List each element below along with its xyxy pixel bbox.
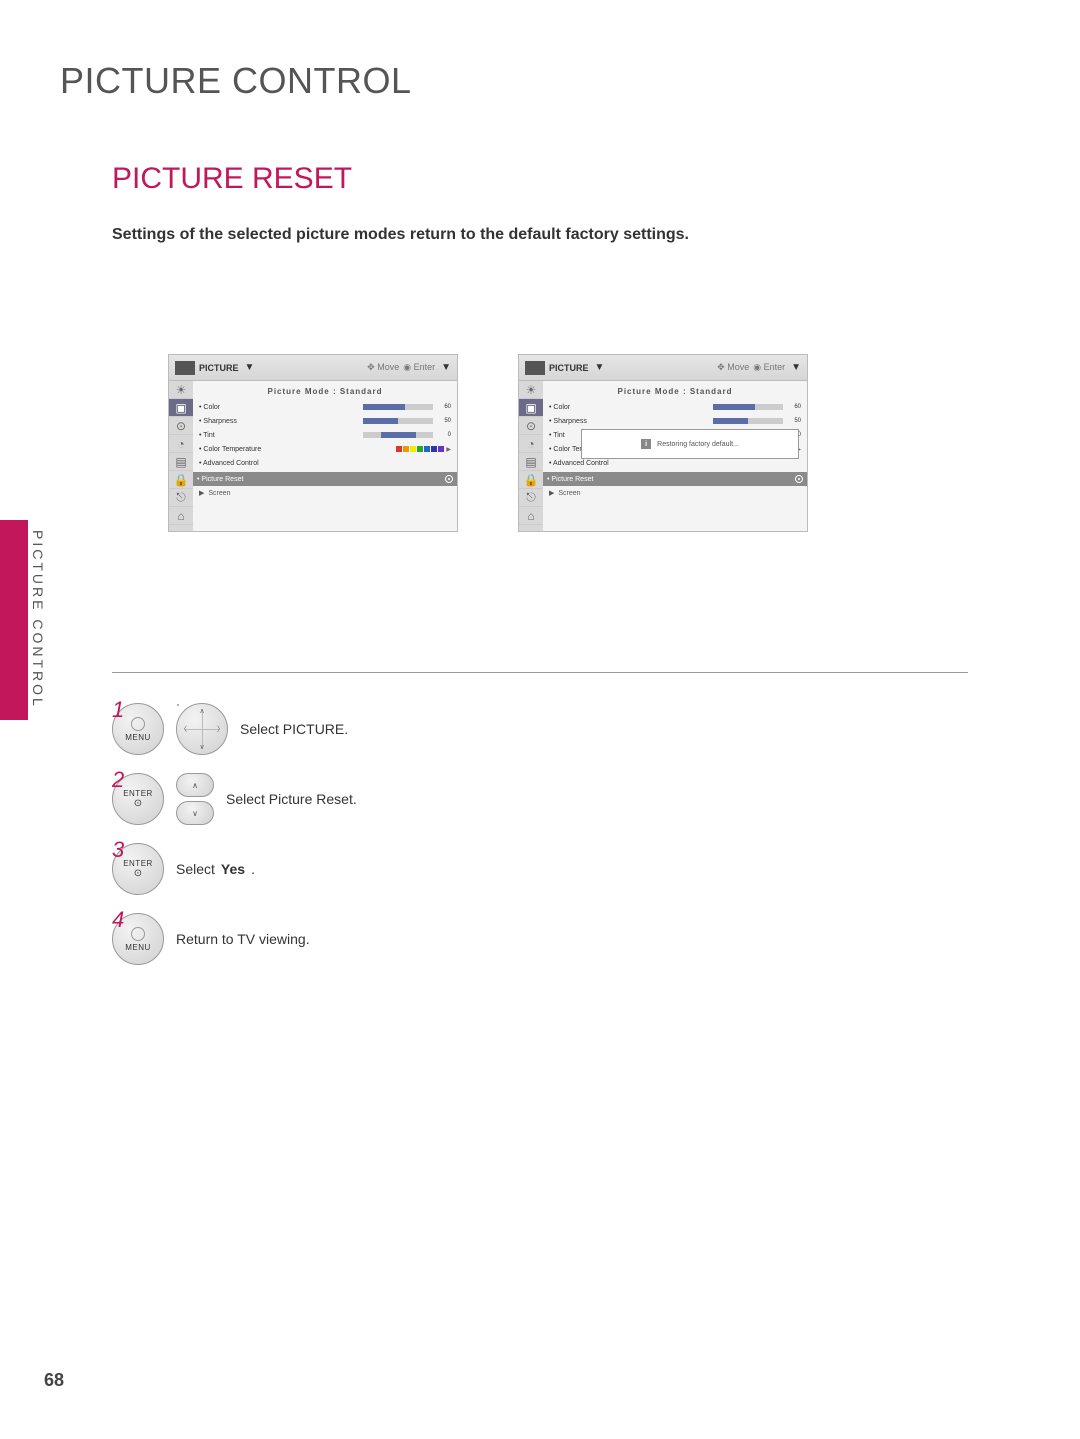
sidebar-icon: ⊙ [169, 417, 193, 435]
sidebar-icon: 🔒 [519, 471, 543, 489]
step-4: 4 MENU Return to TV viewing. [112, 913, 1020, 965]
sidebar-icon: ▤ [519, 453, 543, 471]
sidebar-icon: ⊙ [519, 417, 543, 435]
chevron-down-icon: ▼ [245, 362, 255, 373]
sidebar-icon: ⎋ [519, 489, 543, 507]
enter-ring-icon [795, 475, 803, 483]
osd-screen-right: PICTURE ▼ ✥ Move ◉ Enter ▼ ☀ ▣ ⊙ ◔ ▤ 🔒 ⎋… [518, 354, 808, 532]
sidebar-icon: ⎋ [169, 489, 193, 507]
dpad-icon: ∧∨ 〈〉 [176, 703, 228, 755]
osd-sidebar: ☀ ▣ ⊙ ◔ ▤ 🔒 ⎋ ⌂ [519, 381, 543, 531]
osd-row: • Color60 [549, 400, 801, 414]
osd-enter-hint: ◉ Enter [753, 362, 785, 373]
osd-menu-name: PICTURE [199, 363, 239, 373]
osd-menu-name: PICTURE [549, 363, 589, 373]
osd-screen-left: PICTURE ▼ ✥ Move ◉ Enter ▼ ☀ ▣ ⊙ ◔ ▤ 🔒 ⎋… [168, 354, 458, 532]
osd-row: • Tint0 [199, 428, 451, 442]
osd-row: ▶Screen [199, 486, 451, 500]
sidebar-icon: ▣ [169, 399, 193, 417]
step-text: Return to TV viewing. [176, 931, 310, 947]
sidebar-icon: ◔ [519, 435, 543, 453]
divider [112, 672, 968, 673]
step-text: Select Picture Reset. [226, 791, 357, 807]
osd-popup-text: Restoring factory default... [657, 441, 739, 448]
osd-row: • Sharpness50 [199, 414, 451, 428]
osd-content-header: Picture Mode : Standard [549, 385, 801, 400]
sidebar-icon: ◔ [169, 435, 193, 453]
osd-enter-hint: ◉ Enter [403, 362, 435, 373]
osd-screens-row: PICTURE ▼ ✥ Move ◉ Enter ▼ ☀ ▣ ⊙ ◔ ▤ 🔒 ⎋… [168, 354, 1020, 532]
info-icon: i [641, 439, 651, 449]
step-1: 1 MENU ∧∨ 〈〉 Select PICTURE. [112, 703, 1020, 755]
osd-row: • Advanced Control [199, 456, 451, 470]
chevron-down-icon: ▼ [791, 362, 801, 373]
osd-reset-row: • Picture Reset [193, 472, 457, 486]
step-2: 2 ENTER ⊙ ∧ ∨ Select Picture Reset. [112, 773, 1020, 825]
section-description: Settings of the selected picture modes r… [112, 226, 1020, 244]
steps: 1 MENU ∧∨ 〈〉 Select PICTURE. 2 ENTER ⊙ ∧… [112, 703, 1020, 965]
osd-reset-row: • Picture Reset [543, 472, 807, 486]
osd-popup: i Restoring factory default... [581, 429, 799, 459]
sidebar-icon: ☀ [519, 381, 543, 399]
sidebar-icon: ▤ [169, 453, 193, 471]
osd-move-hint: ✥ Move [367, 362, 399, 373]
side-tab [0, 520, 28, 720]
step-number: 1 [112, 697, 124, 723]
osd-row: ▶Screen [549, 486, 801, 500]
osd-content: Picture Mode : Standard • Color60• Sharp… [193, 381, 457, 531]
page-number: 68 [44, 1370, 64, 1391]
osd-content: Picture Mode : Standard • Color60• Sharp… [543, 381, 807, 531]
chevron-down-icon: ▼ [595, 362, 605, 373]
osd-logo-icon [175, 361, 195, 375]
step-text: Select Yes. [176, 861, 255, 877]
sidebar-icon: ☀ [169, 381, 193, 399]
step-text: Select PICTURE. [240, 721, 348, 737]
step-number: 2 [112, 767, 124, 793]
step-number: 3 [112, 837, 124, 863]
osd-move-hint: ✥ Move [717, 362, 749, 373]
osd-row: • Color60 [199, 400, 451, 414]
step-number: 4 [112, 907, 124, 933]
osd-content-header: Picture Mode : Standard [199, 385, 451, 400]
sidebar-icon: ⌂ [169, 507, 193, 525]
step-3: 3 ENTER ⊙ Select Yes. [112, 843, 1020, 895]
osd-sidebar: ☀ ▣ ⊙ ◔ ▤ 🔒 ⎋ ⌂ [169, 381, 193, 531]
section-title: PICTURE RESET [112, 162, 1020, 196]
side-tab-label: PICTURE CONTROL [30, 530, 46, 709]
sidebar-icon: ⌂ [519, 507, 543, 525]
updown-icon: ∧ ∨ [176, 773, 214, 825]
page-title: PICTURE CONTROL [60, 60, 1020, 102]
osd-row: • Color Temperature [199, 442, 451, 456]
osd-row: • Sharpness50 [549, 414, 801, 428]
sidebar-icon: 🔒 [169, 471, 193, 489]
osd-logo-icon [525, 361, 545, 375]
sidebar-icon: ▣ [519, 399, 543, 417]
enter-ring-icon [445, 475, 453, 483]
chevron-down-icon: ▼ [441, 362, 451, 373]
